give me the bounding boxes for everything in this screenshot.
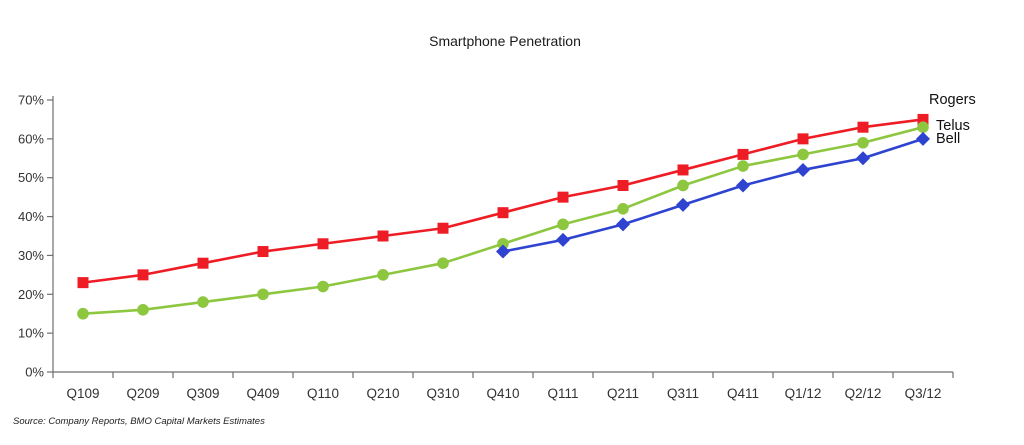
data-point-marker — [857, 121, 869, 133]
series-rogers — [77, 113, 929, 289]
x-category-label: Q210 — [366, 386, 399, 401]
x-category-label: Q111 — [547, 386, 578, 401]
series-label-rogers: Rogers — [929, 92, 976, 108]
y-tick-label: 20% — [18, 287, 44, 302]
x-category-label: Q311 — [667, 386, 699, 401]
y-tick-label: 30% — [18, 248, 44, 263]
series-telus — [77, 121, 929, 320]
data-point-marker — [497, 237, 509, 250]
data-point-marker — [437, 257, 449, 270]
x-category-label: Q209 — [126, 386, 159, 401]
x-category-label: Q411 — [727, 386, 759, 401]
data-point-marker — [137, 304, 149, 316]
data-point-marker — [616, 217, 630, 232]
data-point-marker — [197, 257, 209, 269]
x-category-label: Q109 — [66, 386, 99, 401]
data-point-marker — [496, 244, 510, 259]
data-point-marker — [557, 191, 569, 203]
data-point-marker — [257, 288, 269, 301]
x-category-label: Q3/12 — [905, 386, 942, 401]
y-tick-label: 0% — [25, 365, 44, 380]
data-point-marker — [437, 222, 449, 234]
x-category-label: Q410 — [486, 386, 519, 401]
y-tick-label: 70% — [18, 93, 44, 108]
x-category-label: Q310 — [426, 386, 459, 401]
y-tick-label: 50% — [18, 170, 44, 185]
data-point-marker — [617, 179, 629, 191]
data-point-marker — [677, 164, 689, 176]
data-point-marker — [737, 148, 749, 160]
data-point-marker — [377, 230, 389, 242]
data-point-marker — [917, 121, 929, 133]
data-point-marker — [197, 296, 209, 308]
data-point-marker — [77, 307, 89, 320]
x-category-label: Q2/12 — [845, 386, 882, 401]
data-point-marker — [617, 203, 629, 215]
data-point-marker — [317, 280, 329, 293]
data-point-marker — [917, 113, 929, 125]
axes: 0% 10% 20% 30% 40% 50% 60% 70% Q109 Q209 Q309 Q409 Q… — [18, 93, 954, 401]
data-point-marker — [257, 246, 269, 258]
data-point-marker — [857, 136, 869, 149]
chart-title: Smartphone Penetration — [429, 33, 581, 49]
x-category-label: Q110 — [307, 386, 339, 401]
data-point-marker — [737, 160, 749, 172]
data-point-marker — [916, 131, 930, 146]
y-tick-label: 40% — [18, 209, 44, 224]
data-point-marker — [677, 179, 689, 192]
data-point-marker — [736, 178, 750, 193]
data-point-marker — [796, 162, 810, 177]
data-point-marker — [137, 269, 149, 281]
data-point-marker — [556, 232, 570, 247]
x-category-label: Q309 — [186, 386, 219, 401]
series-label-telus: Telus — [936, 118, 970, 134]
x-category-label: Q211 — [607, 386, 639, 401]
data-point-marker — [317, 238, 329, 250]
series-line — [81, 125, 925, 316]
data-point-marker — [557, 218, 569, 231]
x-category-label: Q1/12 — [785, 386, 822, 401]
y-tick-label: 60% — [18, 131, 44, 146]
data-point-marker — [797, 148, 809, 161]
data-point-marker — [377, 269, 389, 281]
series-bell — [496, 131, 930, 259]
data-point-marker — [797, 133, 809, 145]
data-point-marker — [676, 197, 690, 212]
source-note: Source: Company Reports, BMO Capital Mar… — [13, 416, 265, 427]
y-tick-label: 10% — [18, 326, 44, 341]
data-point-marker — [77, 277, 89, 289]
series-label-bell: Bell — [936, 131, 961, 147]
x-category-label: Q409 — [246, 386, 279, 401]
data-point-marker — [497, 207, 509, 219]
data-point-marker — [856, 151, 870, 166]
series-line — [501, 137, 925, 253]
